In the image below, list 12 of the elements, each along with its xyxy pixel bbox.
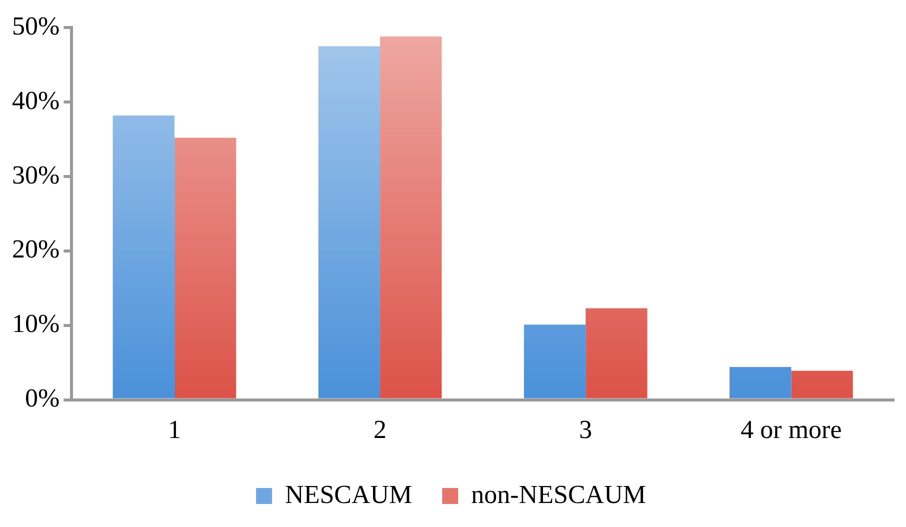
y-tick-label: 40% bbox=[12, 86, 60, 115]
legend-label: NESCAUM bbox=[285, 480, 412, 509]
x-tick-label: 2 bbox=[374, 415, 387, 444]
x-tick-label: 4 or more bbox=[740, 415, 842, 444]
legend-label: non-NESCAUM bbox=[471, 480, 646, 509]
y-tick-label: 30% bbox=[12, 160, 60, 190]
y-tick-label: 20% bbox=[12, 234, 60, 264]
y-tick-label: 0% bbox=[24, 384, 60, 413]
x-tick-label: 1 bbox=[168, 415, 181, 444]
y-tick-label: 50% bbox=[12, 11, 60, 40]
x-tick-label: 3 bbox=[579, 415, 592, 444]
y-tick-label: 10% bbox=[12, 309, 60, 338]
